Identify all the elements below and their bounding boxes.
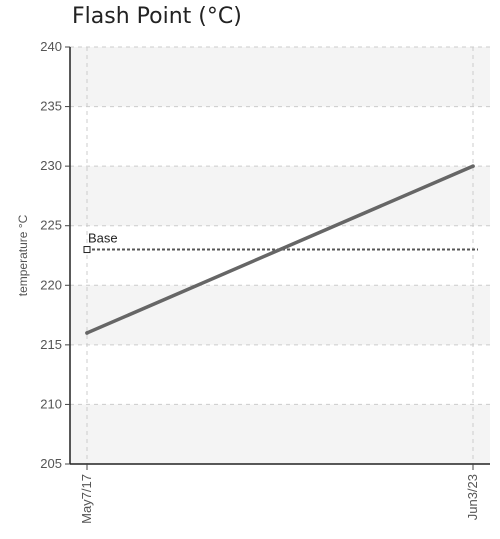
series-line bbox=[85, 164, 475, 335]
y-tick-label: 220 bbox=[40, 277, 62, 292]
base-marker bbox=[83, 246, 91, 254]
y-tick-label: 235 bbox=[40, 99, 62, 114]
x-tick-label: Jun3/23 bbox=[465, 474, 480, 520]
background-band bbox=[70, 47, 490, 107]
y-tick-label: 230 bbox=[40, 158, 62, 173]
y-tick-label: 210 bbox=[40, 396, 62, 411]
background-band bbox=[70, 285, 490, 345]
base-label: Base bbox=[88, 231, 118, 246]
y-axis-title: temperature °C bbox=[16, 214, 30, 296]
y-tick-label: 225 bbox=[40, 218, 62, 233]
data-point bbox=[471, 164, 475, 168]
background-band bbox=[70, 404, 490, 464]
y-tick-label: 205 bbox=[40, 456, 62, 471]
background-band bbox=[70, 166, 490, 226]
data-point bbox=[85, 331, 89, 335]
chart-title: Flash Point (°C) bbox=[72, 4, 242, 29]
y-tick-label: 215 bbox=[40, 337, 62, 352]
x-tick-label: May7/17 bbox=[79, 474, 94, 524]
y-tick-label: 240 bbox=[40, 39, 62, 54]
